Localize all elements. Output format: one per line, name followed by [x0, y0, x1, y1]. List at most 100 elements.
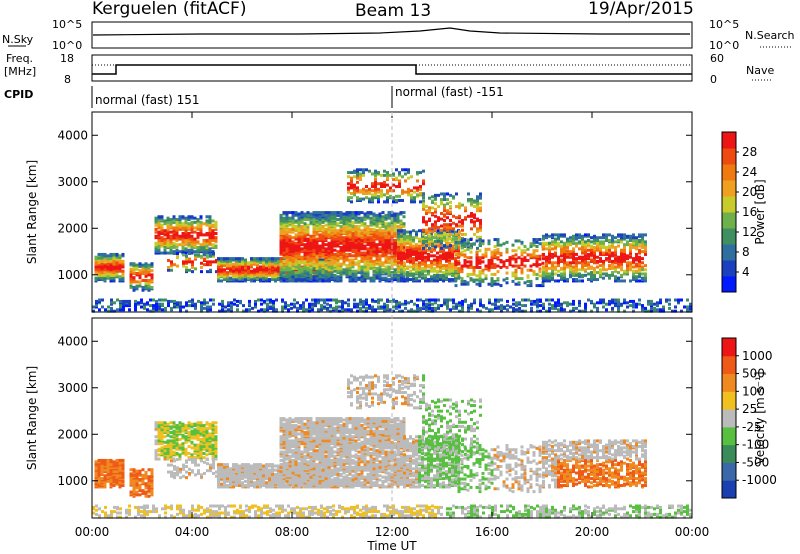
echo-cell — [584, 257, 587, 261]
echo-cell — [458, 304, 461, 308]
echo-cell — [384, 248, 388, 252]
echo-cell — [175, 250, 179, 254]
echo-cell — [315, 264, 319, 268]
echo-cell — [590, 271, 593, 275]
echo-cell — [448, 234, 451, 238]
echo-cell — [342, 219, 346, 223]
echo-cell — [514, 253, 518, 257]
echo-cell — [463, 249, 467, 253]
echo-cell — [469, 256, 473, 260]
echo-cell — [505, 265, 509, 269]
echo-cell — [239, 299, 242, 303]
echo-cell — [336, 250, 340, 254]
echo-cell — [398, 309, 401, 313]
echo-cell — [641, 243, 644, 247]
echo-cell — [424, 273, 427, 277]
echo-cell — [347, 308, 350, 312]
echo-cell — [526, 268, 530, 272]
echo-cell — [306, 251, 310, 255]
echo-cell — [461, 232, 464, 236]
echo-cell — [194, 302, 197, 306]
echo-cell — [144, 284, 148, 288]
echo-cell — [193, 216, 197, 220]
echo-cell — [587, 272, 590, 276]
echo-cell — [472, 242, 476, 246]
echo-cell — [348, 211, 352, 215]
echo-cell — [461, 224, 464, 228]
echo-cell — [259, 257, 262, 261]
echo-cell — [566, 278, 569, 282]
echo-cell — [282, 232, 286, 235]
echo-cell — [172, 215, 176, 219]
echo-cell — [312, 219, 316, 223]
echo-cell — [238, 257, 241, 261]
echo-cell — [268, 257, 271, 261]
echo-cell — [342, 212, 346, 216]
echo-cell — [496, 277, 500, 281]
echo-cell — [422, 216, 425, 220]
echo-cell — [363, 247, 367, 251]
echo-cell — [202, 245, 206, 249]
echo-cell — [146, 301, 149, 305]
echo-cell — [460, 264, 464, 268]
echo-cell — [479, 309, 482, 313]
echo-cell — [431, 199, 434, 203]
echo-cell — [436, 255, 439, 259]
echo-cell — [518, 309, 521, 313]
echo-cell — [418, 244, 421, 248]
echo-cell — [205, 238, 209, 242]
echo-cell — [315, 266, 319, 270]
echo-cell — [424, 236, 427, 240]
echo-cell — [545, 309, 548, 313]
echo-cell — [341, 305, 344, 309]
echo-cell — [190, 245, 194, 249]
echo-cell — [545, 258, 548, 262]
echo-cell — [599, 259, 602, 263]
echo-cell — [476, 195, 479, 199]
echo-cell — [529, 279, 533, 283]
echo-cell — [635, 269, 638, 273]
echo-cell — [557, 273, 560, 277]
echo-cell — [312, 227, 316, 231]
echo-cell — [175, 223, 179, 227]
echo-cell — [351, 272, 355, 276]
echo-cell — [348, 258, 352, 262]
echo-cell — [596, 278, 599, 282]
echo-cell — [384, 259, 388, 263]
echo-cell — [563, 279, 566, 283]
echo-cell — [318, 211, 322, 215]
echo-cell — [365, 185, 368, 189]
echo-cell — [247, 269, 250, 273]
echo-cell — [321, 269, 325, 273]
echo-cell — [545, 233, 548, 237]
echo-cell — [300, 247, 304, 251]
echo-cell — [178, 215, 182, 219]
echo-cell — [209, 268, 212, 272]
echo-cell — [395, 168, 398, 172]
echo-cell — [199, 229, 203, 233]
echo-cell — [338, 305, 341, 309]
echo-cell — [454, 260, 458, 264]
echo-cell — [324, 272, 328, 276]
echo-cell — [293, 298, 296, 302]
echo-cell — [532, 240, 536, 244]
echo-cell — [115, 252, 119, 256]
echo-cell — [282, 238, 286, 242]
echo-cell — [433, 261, 436, 265]
echo-cell — [416, 306, 419, 310]
echo-cell — [514, 239, 518, 243]
echo-cell — [515, 308, 518, 312]
echo-cell — [454, 278, 458, 282]
echo-cell — [572, 261, 575, 265]
echo-cell — [172, 236, 176, 240]
echo-cell — [279, 251, 283, 255]
echo-cell — [356, 180, 359, 184]
echo-cell — [206, 301, 209, 305]
echo-cell — [107, 305, 110, 309]
echo-cell — [451, 265, 454, 269]
echo-cell — [557, 269, 560, 273]
echo-cell — [181, 232, 185, 235]
echo-cell — [434, 228, 437, 232]
echo-cell — [532, 270, 536, 274]
echo-cell — [490, 250, 494, 254]
